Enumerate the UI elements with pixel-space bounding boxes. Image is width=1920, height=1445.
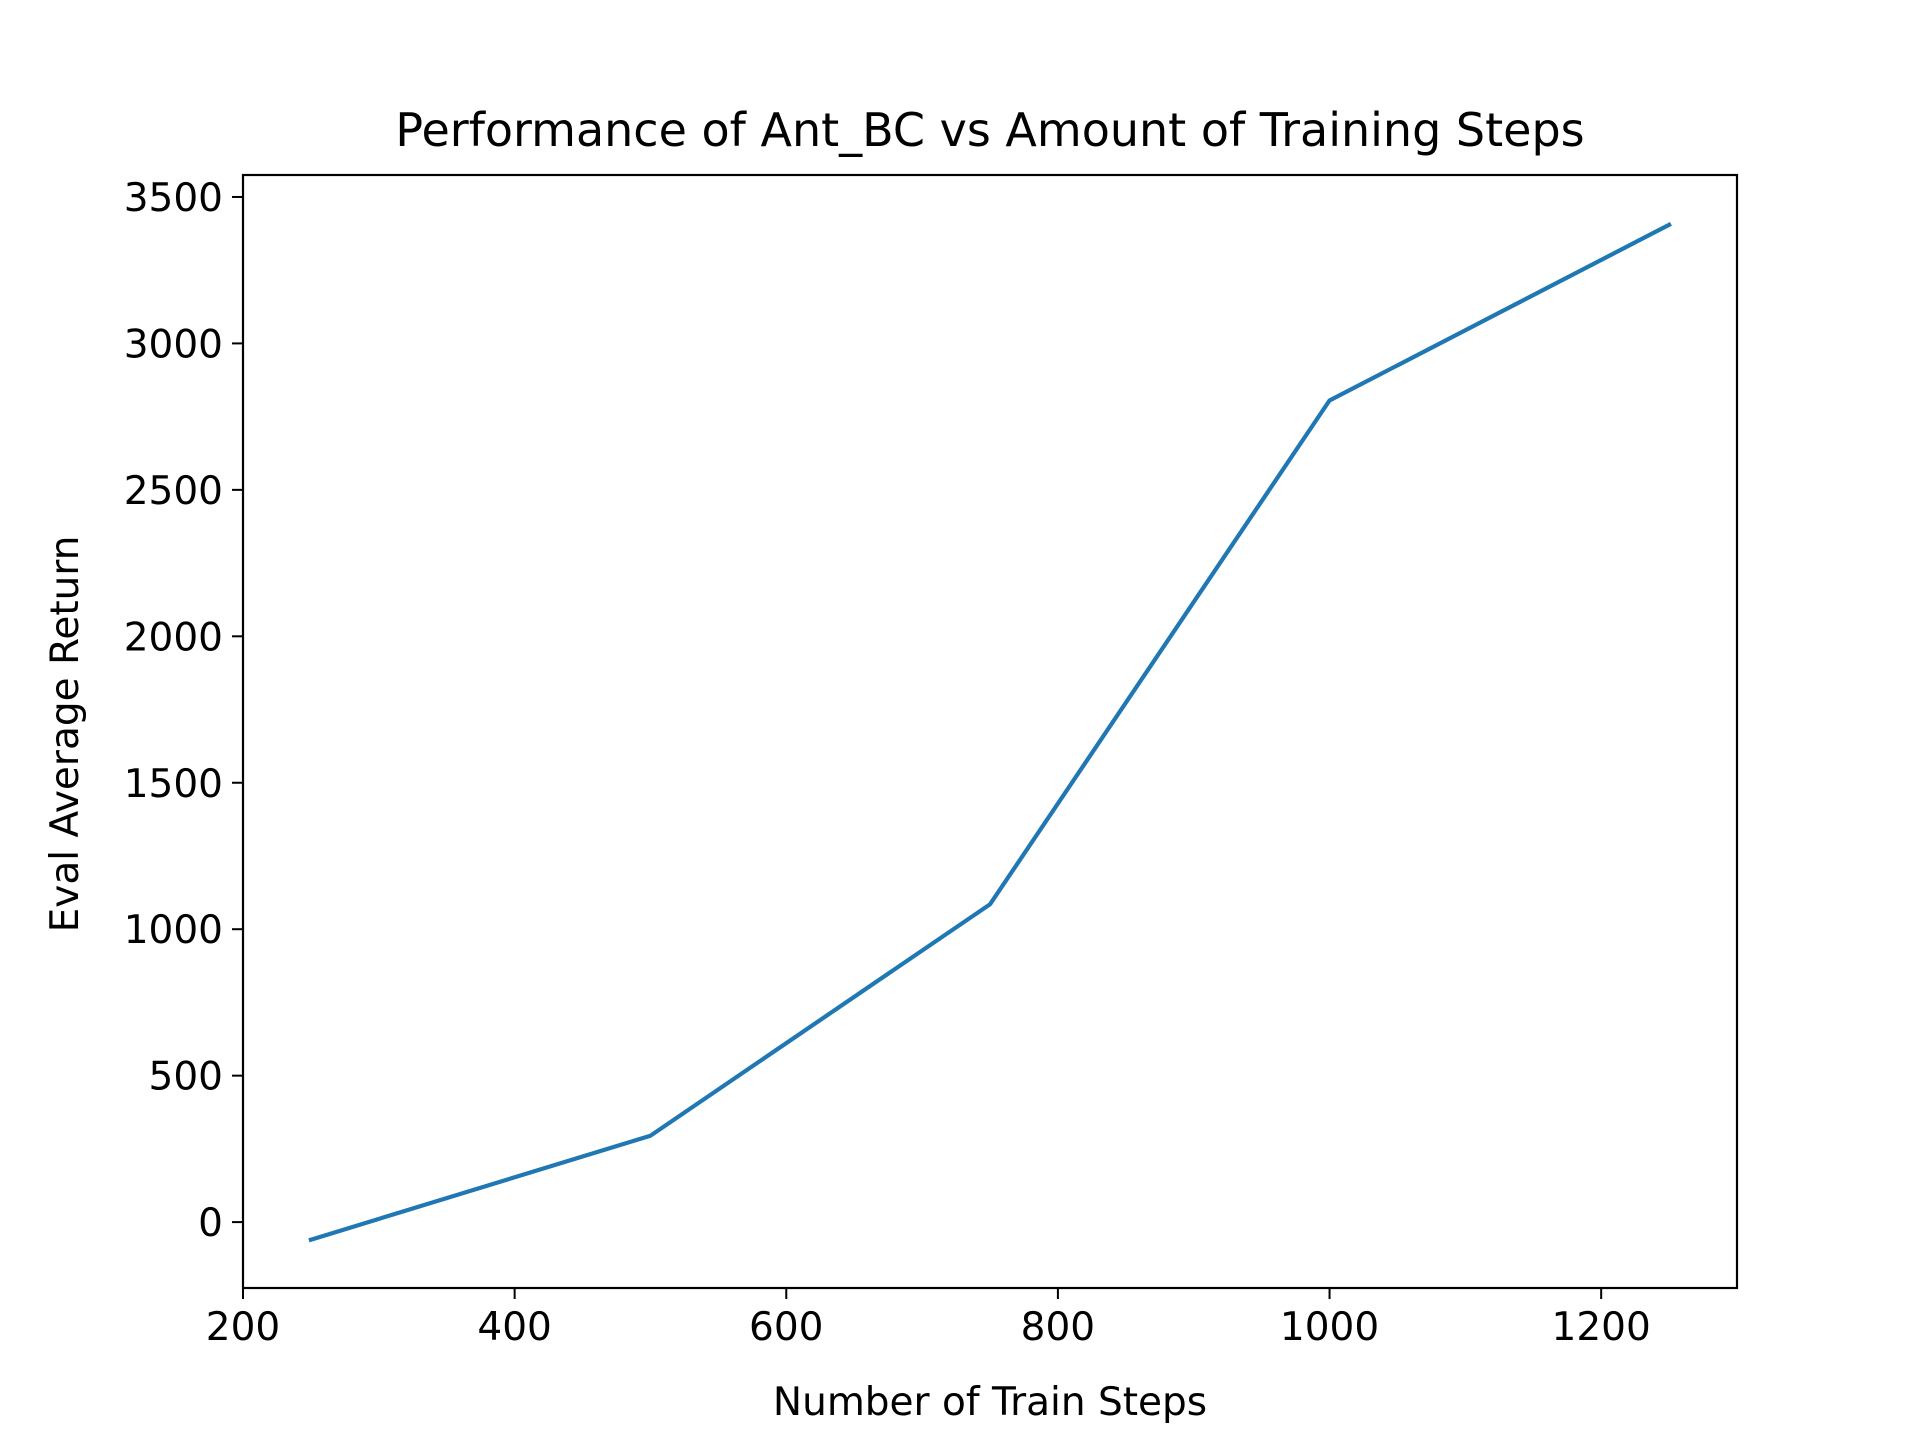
x-axis-label: Number of Train Steps: [773, 1380, 1207, 1425]
y-axis-label: Eval Average Return: [43, 536, 88, 933]
x-tick-label: 1000: [1280, 1305, 1379, 1350]
y-tick-label: 3000: [124, 322, 223, 367]
x-tick-label: 1200: [1552, 1305, 1651, 1350]
y-tick-label: 1500: [124, 762, 223, 807]
x-tick-label: 200: [206, 1305, 280, 1350]
y-tick-label: 0: [198, 1201, 223, 1246]
x-tick-label: 800: [1021, 1305, 1095, 1350]
axes-frame: [241, 173, 1739, 1290]
y-tick-label: 3500: [124, 176, 223, 221]
plot-area: 200 400 600 800 1000 1200 0 500 1000 1500 2000 2500…: [124, 173, 1739, 1350]
x-tick-label: 400: [477, 1305, 551, 1350]
y-tick-label: 2000: [124, 615, 223, 660]
y-tick-label: 1000: [124, 908, 223, 953]
y-tick-label: 2500: [124, 469, 223, 514]
y-tick-label: 500: [149, 1055, 223, 1100]
series-line-1: [308, 221, 1672, 1243]
chart-title: Performance of Ant_BC vs Amount of Train…: [395, 103, 1584, 157]
x-tick-label: 600: [749, 1305, 823, 1350]
